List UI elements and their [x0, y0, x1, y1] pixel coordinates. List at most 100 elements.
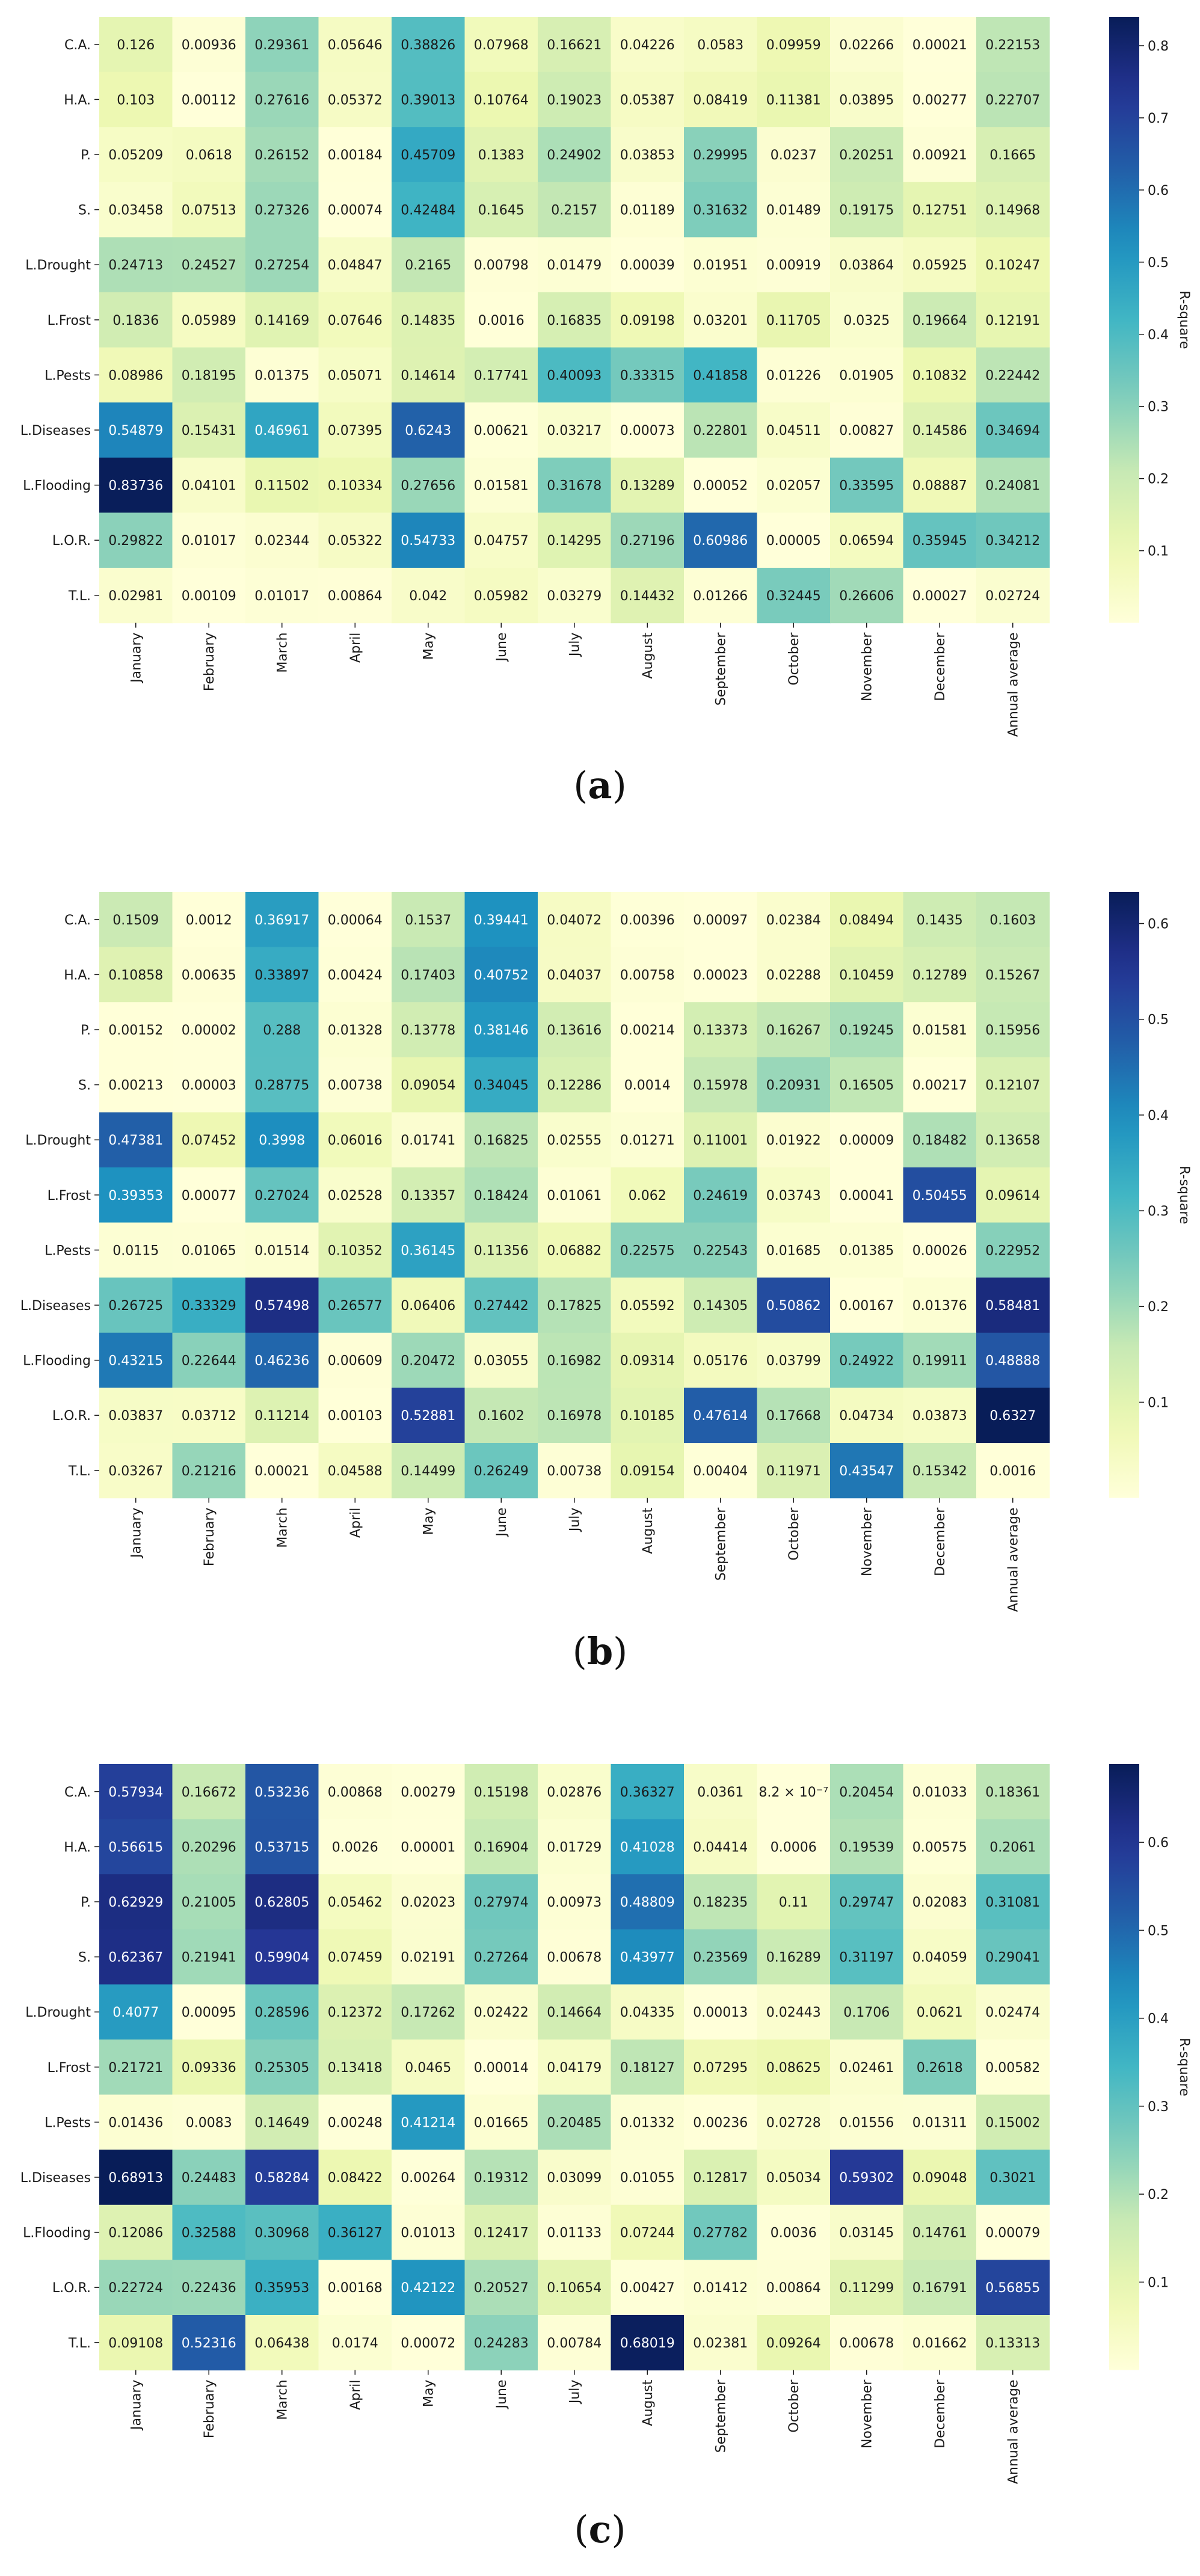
colorbar-tick-label: 0.6: [1148, 917, 1169, 932]
heatmap-cell: [464, 2040, 538, 2095]
cell-value-label: 0.18482: [912, 1133, 967, 1148]
cell-value-label: 0.01581: [474, 479, 529, 494]
heatmap-cell: [172, 2150, 246, 2206]
heatmap-cell: [830, 402, 904, 458]
cell-value-label: 0.00868: [328, 1785, 383, 1800]
cell-value-label: 0.03712: [182, 1409, 236, 1424]
heatmap-cell: [830, 1819, 904, 1875]
heatmap-cell: [830, 347, 904, 403]
heatmap-cell: [903, 2204, 977, 2260]
heatmap-cell: [976, 2094, 1050, 2150]
cell-value-label: 0.01556: [839, 2115, 894, 2130]
colorbar-tick-label: 0.1: [1148, 544, 1169, 559]
heatmap-cell: [464, 1277, 538, 1333]
cell-value-label: 0.00041: [839, 1188, 894, 1203]
cell-value-label: 0.11356: [474, 1243, 529, 1258]
cell-value-label: 0.13778: [401, 1023, 455, 1038]
cell-value-label: 0.0621: [917, 2005, 963, 2020]
heatmap-cell: [611, 2260, 685, 2316]
row-label: L.Frost: [48, 1188, 91, 1203]
cell-value-label: 0.26577: [328, 1299, 383, 1314]
cell-value-label: 0.0006: [771, 1840, 817, 1855]
cell-value-label: 0.01685: [766, 1243, 821, 1258]
cell-value-label: 0.50862: [766, 1299, 821, 1314]
cell-value-label: 0.05387: [620, 93, 675, 108]
cell-value-label: 0.09959: [766, 38, 821, 53]
column-label: Annual average: [1006, 633, 1021, 737]
heatmap-cell: [245, 1002, 319, 1058]
cell-value-label: 0.03864: [839, 258, 894, 273]
cell-value-label: 0.27024: [254, 1188, 309, 1203]
cell-value-label: 0.12372: [328, 2005, 383, 2020]
cell-value-label: 0.02191: [401, 1950, 455, 1966]
cell-value-label: 0.39441: [474, 913, 529, 928]
heatmap-cell: [538, 1764, 612, 1820]
heatmap-cell: [538, 2040, 612, 2095]
cell-value-label: 0.17262: [401, 2005, 455, 2020]
heatmap-cell: [757, 1277, 831, 1333]
cell-value-label: 0.07395: [328, 423, 383, 438]
cell-value-label: 0.22543: [693, 1243, 748, 1258]
cell-value-label: 0.56615: [108, 1840, 163, 1855]
cell-value-label: 0.4077: [112, 2005, 159, 2020]
heatmap-cell: [830, 1057, 904, 1113]
cell-value-label: 0.00678: [839, 2336, 894, 2351]
heatmap-cell: [318, 457, 392, 513]
cell-value-label: 0.68019: [620, 2336, 675, 2351]
cell-value-label: 0.39013: [401, 93, 455, 108]
cell-value-label: 0.02057: [766, 479, 821, 494]
cell-value-label: 0.83736: [108, 479, 163, 494]
row-label: T.L.: [68, 2336, 91, 2351]
heatmap-cell: [172, 2094, 246, 2150]
heatmap-cell: [830, 1443, 904, 1499]
cell-value-label: 0.02443: [766, 2005, 821, 2020]
row-label: H.A.: [64, 93, 91, 108]
cell-value-label: 0.02422: [474, 2005, 529, 2020]
cell-value-label: 0.28596: [254, 2005, 309, 2020]
heatmap-cell: [464, 347, 538, 403]
heatmap-cell: [976, 1167, 1050, 1223]
heatmap-cell: [830, 182, 904, 238]
row-label: C.A.: [64, 913, 91, 928]
cell-value-label: 0.00167: [839, 1299, 894, 1314]
cell-value-label: 0.21216: [182, 1464, 236, 1479]
cell-value-label: 0.47614: [693, 1409, 748, 1424]
cell-value-label: 0.01489: [766, 203, 821, 218]
heatmap-cell: [976, 892, 1050, 948]
heatmap-cell: [903, 1984, 977, 2040]
cell-value-label: 0.02981: [108, 589, 163, 604]
cell-value-label: 0.24081: [985, 479, 1040, 494]
column-label: September: [714, 1507, 729, 1581]
cell-value-label: 0.03145: [839, 2226, 894, 2241]
heatmap-cell: [172, 2040, 246, 2095]
row-label: S.: [78, 203, 91, 218]
cell-value-label: 0.27326: [254, 203, 309, 218]
cell-value-label: 0.27782: [693, 2226, 748, 2241]
cell-value-label: 0.14586: [912, 423, 967, 438]
cell-value-label: 0.03837: [108, 1409, 163, 1424]
cell-value-label: 0.16267: [766, 1023, 821, 1038]
cell-value-label: 0.48809: [620, 1895, 675, 1910]
row-label: L.Frost: [48, 2061, 91, 2076]
heatmap-cell: [318, 2094, 392, 2150]
heatmap-cell: [392, 1984, 466, 2040]
heatmap-cell: [684, 1002, 758, 1058]
cell-value-label: 0.04414: [693, 1840, 748, 1855]
cell-value-label: 0.07244: [620, 2226, 675, 2241]
heatmap-cell: [830, 2150, 904, 2206]
cell-value-label: 0.12191: [985, 313, 1040, 328]
heatmap-cell: [318, 1057, 392, 1113]
heatmap-cell: [611, 457, 685, 513]
heatmap-cell: [903, 568, 977, 624]
cell-value-label: 0.10764: [474, 93, 529, 108]
heatmap-cell: [830, 127, 904, 183]
heatmap-cell: [757, 568, 831, 624]
heatmap-cell: [464, 1388, 538, 1443]
cell-value-label: 0.01226: [766, 368, 821, 383]
heatmap-cell: [538, 1167, 612, 1223]
cell-value-label: 0.09154: [620, 1464, 675, 1479]
cell-value-label: 0.21721: [108, 2061, 163, 2076]
column-label: September: [714, 632, 729, 706]
cell-value-label: 0.15002: [985, 2115, 1040, 2130]
